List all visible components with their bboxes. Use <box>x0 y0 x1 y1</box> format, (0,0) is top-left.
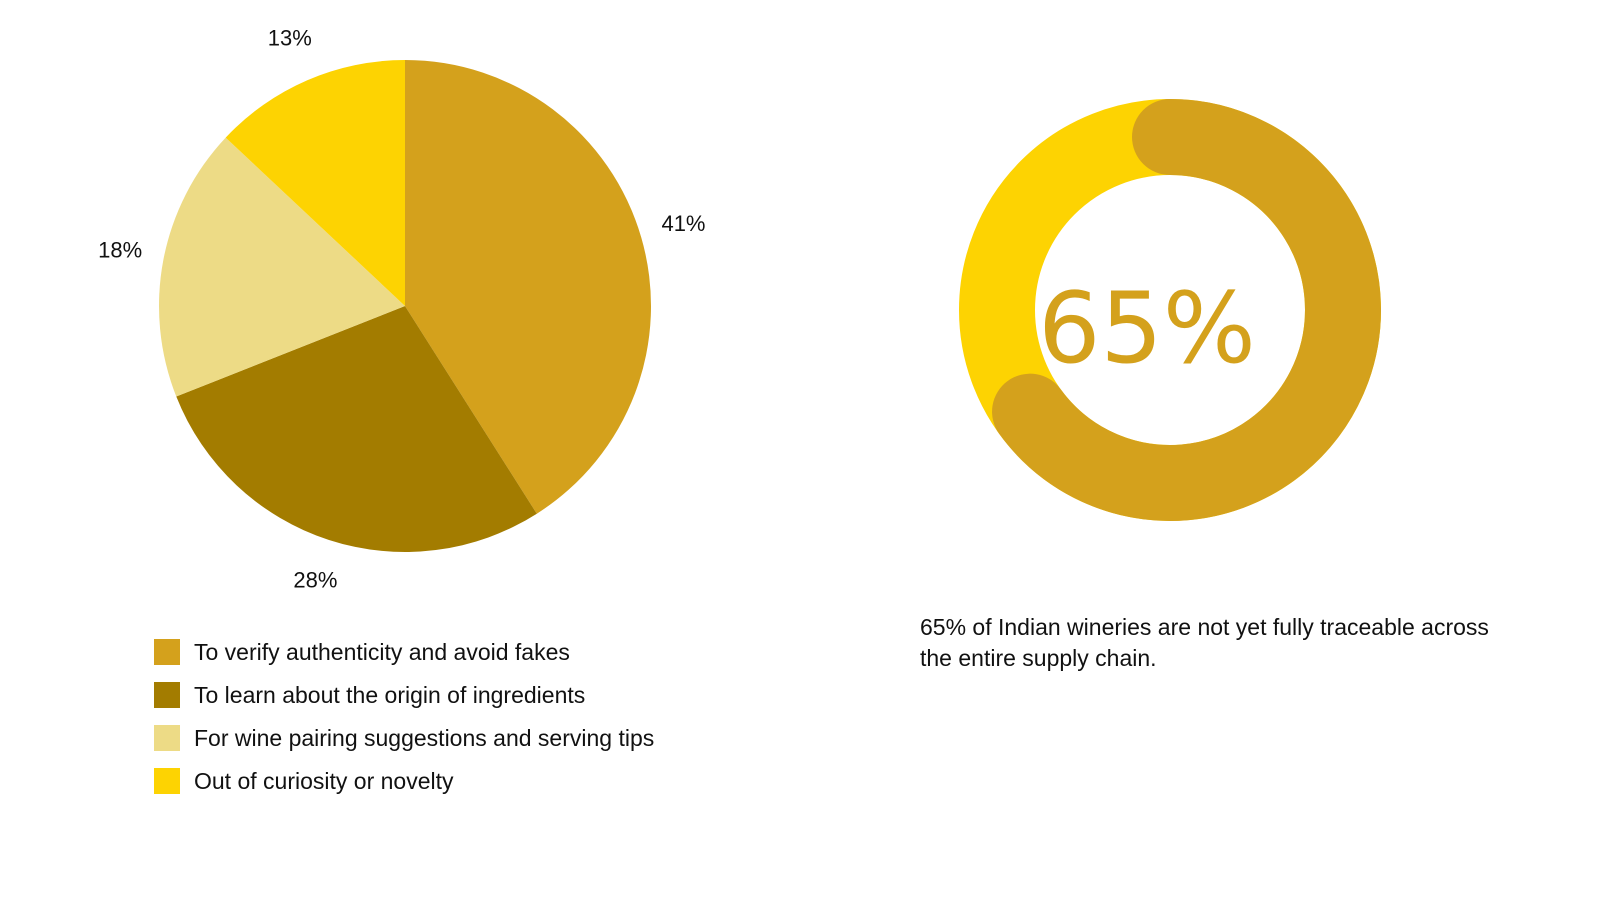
pie-slice-for-wine-pairing-suggestions-and-serving-tips <box>158 137 405 397</box>
pie-data-label-to-verify-authenticity-and-avoid-fakes: 41% <box>661 211 705 236</box>
legend-swatch <box>154 638 180 665</box>
pie-data-label-out-of-curiosity-or-novelty: 13% <box>268 26 312 51</box>
donut-value-arc <box>992 99 1381 521</box>
legend-label: For wine pairing suggestions and serving… <box>194 724 655 751</box>
pie-slices <box>158 60 651 552</box>
legend-item-out-of-curiosity-or-novelty: Out of curiosity or novelty <box>154 759 654 802</box>
legend-label: To verify authenticity and avoid fakes <box>194 638 570 665</box>
donut-center-value: 65% <box>1038 272 1256 386</box>
legend-label: To learn about the origin of ingredients <box>194 681 586 708</box>
pie-data-labels: 41% 28% 18% 13% <box>98 26 705 593</box>
legend-item-to-learn-about-the-origin-of-ingredients: To learn about the origin of ingredients <box>154 673 654 716</box>
pie-legend: To verify authenticity and avoid fakes To… <box>154 630 654 802</box>
legend-item-for-wine-pairing-suggestions-and-serving-tips: For wine pairing suggestions and serving… <box>154 716 654 759</box>
donut-caption: 65% of Indian wineries are not yet fully… <box>920 614 1489 671</box>
pie-data-label-for-wine-pairing-suggestions-and-serving-tips: 18% <box>98 237 142 262</box>
pie-chart: 41% 28% 18% 13% <box>98 26 705 593</box>
pie-data-label-to-learn-about-the-origin-of-ingredients: 28% <box>293 568 337 593</box>
legend-swatch <box>154 724 180 751</box>
legend-swatch <box>154 681 180 708</box>
donut-chart: 65% <box>959 99 1381 521</box>
pie-slice-out-of-curiosity-or-novelty <box>225 60 405 306</box>
legend-swatch <box>154 767 180 794</box>
legend-item-to-verify-authenticity-and-avoid-fakes: To verify authenticity and avoid fakes <box>154 630 654 673</box>
pie-slice-to-verify-authenticity-and-avoid-fakes <box>405 60 651 514</box>
pie-slice-to-learn-about-the-origin-of-ingredients <box>176 306 537 552</box>
legend-label: Out of curiosity or novelty <box>194 767 454 794</box>
